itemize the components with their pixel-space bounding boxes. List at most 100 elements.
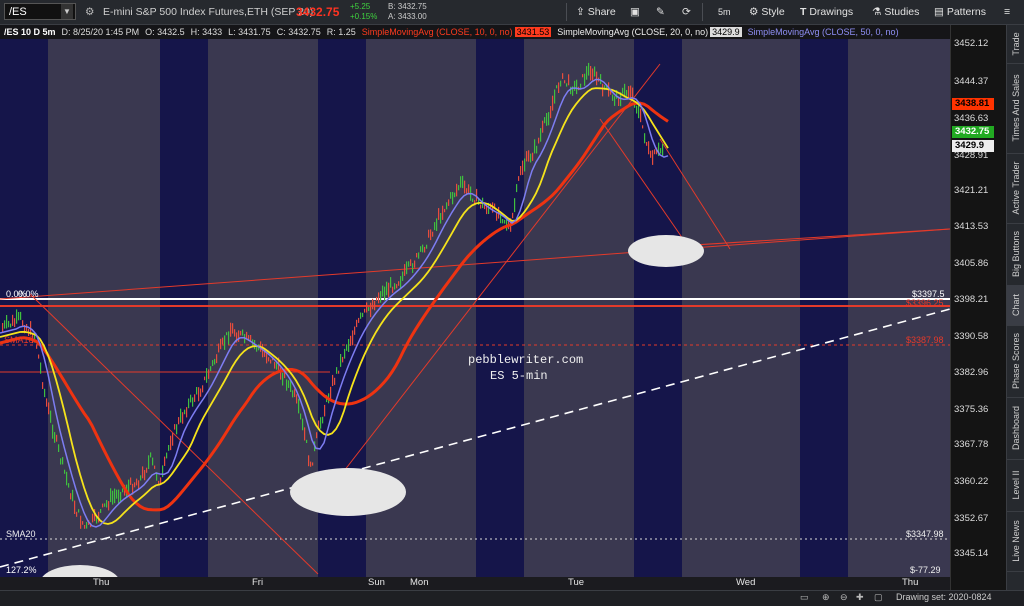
settings-icon[interactable]: ⚙ — [85, 6, 95, 18]
sma50-study-label[interactable]: SimpleMovingAvg (CLOSE, 50, 0, no) — [747, 27, 899, 37]
sma10-chart-label: SMA10 — [4, 335, 34, 345]
candle — [36, 344, 38, 349]
candle — [400, 276, 402, 289]
patterns-icon: ▤ — [934, 6, 944, 18]
share-button[interactable]: ⇪ Share — [572, 2, 620, 22]
candle — [582, 74, 584, 78]
candle — [152, 457, 154, 466]
candle — [390, 277, 392, 288]
sidebar-tab-trade[interactable]: Trade — [1007, 25, 1024, 64]
candle — [440, 213, 442, 224]
candle — [524, 158, 526, 172]
candle — [270, 359, 272, 364]
drawing-set-icon[interactable]: ▢ — [874, 592, 883, 602]
candle — [650, 150, 652, 158]
candle — [192, 397, 194, 407]
candle — [430, 229, 432, 241]
candle — [422, 244, 424, 253]
candle — [558, 82, 560, 93]
candle — [58, 444, 60, 452]
zoom-out-icon[interactable]: ▭ — [800, 592, 809, 602]
chevron-down-icon[interactable]: ▼ — [61, 4, 73, 19]
cursor-icon[interactable]: ✚ — [856, 592, 864, 602]
zoom-reset-icon[interactable]: ⊖ — [840, 592, 848, 602]
fib-label-0: 0.0% — [6, 289, 27, 299]
sidebar-tab-big-buttons[interactable]: Big Buttons — [1007, 223, 1024, 286]
trendline-red[interactable] — [29, 293, 319, 575]
candle — [248, 335, 250, 340]
trendline-red[interactable] — [599, 118, 691, 250]
candle — [412, 263, 414, 273]
level-label-3396: $3396.25 — [906, 298, 944, 308]
candle — [518, 176, 520, 181]
price-chart[interactable]: pebblewriter.com ES 5-min 0.0% 0.0% 127.… — [0, 39, 951, 601]
highlight-ellipse[interactable] — [290, 468, 406, 516]
candle — [566, 83, 568, 87]
trendline-red[interactable] — [329, 63, 661, 490]
patterns-label: Patterns — [946, 6, 986, 18]
candle — [560, 80, 562, 87]
menu-icon[interactable]: ≡ — [1004, 6, 1011, 18]
candle — [480, 204, 482, 209]
pen-icon[interactable]: ✎ — [656, 6, 665, 18]
trendline-red[interactable] — [0, 228, 951, 300]
drawings-button[interactable]: T Drawings — [796, 2, 857, 22]
candle — [476, 188, 478, 202]
sma10-study-label[interactable]: SimpleMovingAvg (CLOSE, 10, 0, no) — [361, 27, 513, 37]
candle — [402, 271, 404, 281]
candle — [302, 418, 304, 431]
session-band — [476, 39, 524, 577]
style-button[interactable]: ⚙ Style — [745, 2, 789, 22]
candle — [404, 264, 406, 276]
candle — [68, 483, 70, 488]
candle — [432, 231, 434, 237]
candle — [170, 435, 172, 451]
patterns-button[interactable]: ▤ Patterns — [930, 2, 990, 22]
candle — [86, 522, 88, 529]
candle — [414, 260, 416, 268]
sidebar-tab-chart[interactable]: Chart — [1007, 285, 1024, 326]
drawing-set-label[interactable]: Drawing set: 2020-0824 — [896, 592, 992, 602]
sidebar-tab-active-trader[interactable]: Active Trader — [1007, 153, 1024, 224]
symbol-selector[interactable]: /ES ▼ — [4, 3, 76, 20]
candle — [418, 252, 420, 259]
candle — [296, 394, 298, 404]
candle — [546, 113, 548, 126]
drawings-icon: T — [800, 6, 807, 18]
sidebar-tab-dashboard[interactable]: Dashboard — [1007, 397, 1024, 460]
session-band — [634, 39, 682, 577]
sidebar-tab-times-and-sales[interactable]: Times And Sales — [1007, 63, 1024, 154]
candle — [48, 402, 50, 415]
candle — [108, 501, 110, 511]
candle — [34, 334, 36, 343]
zoom-in-icon[interactable]: ⊕ — [822, 592, 830, 602]
price-axis[interactable] — [950, 25, 1007, 590]
chart-canvas[interactable] — [0, 39, 951, 601]
sma20-line[interactable] — [0, 87, 669, 525]
studies-button[interactable]: ⚗ Studies — [868, 2, 923, 22]
sma-blue-line[interactable] — [0, 78, 669, 528]
candle — [190, 394, 192, 403]
candle — [574, 80, 576, 91]
timeframe-button[interactable]: 5m — [718, 7, 731, 17]
candle — [72, 489, 74, 502]
candle — [568, 74, 570, 86]
sma20-study-label[interactable]: SimpleMovingAvg (CLOSE, 20, 0, no) — [557, 27, 709, 37]
drawings-label: Drawings — [809, 6, 854, 18]
candle — [308, 455, 310, 467]
sidebar-tab-phase-scores[interactable]: Phase Scores — [1007, 325, 1024, 398]
style-icon: ⚙ — [749, 6, 759, 18]
candle — [662, 143, 664, 156]
level-label-3347: $3347.98 — [906, 529, 944, 539]
fib-label-127: 127.2% — [6, 565, 37, 575]
sidebar-tab-live-news[interactable]: Live News — [1007, 511, 1024, 572]
highlight-ellipse[interactable] — [628, 235, 704, 267]
candle — [168, 445, 170, 451]
sma-thick-line[interactable] — [0, 101, 669, 512]
sync-icon[interactable]: ⟳ — [682, 6, 691, 18]
candle — [362, 312, 364, 318]
trendline-red[interactable] — [659, 138, 731, 250]
camera-icon[interactable]: ▣ — [630, 6, 640, 18]
candle — [268, 357, 270, 362]
sidebar-tab-level-ii[interactable]: Level II — [1007, 459, 1024, 512]
